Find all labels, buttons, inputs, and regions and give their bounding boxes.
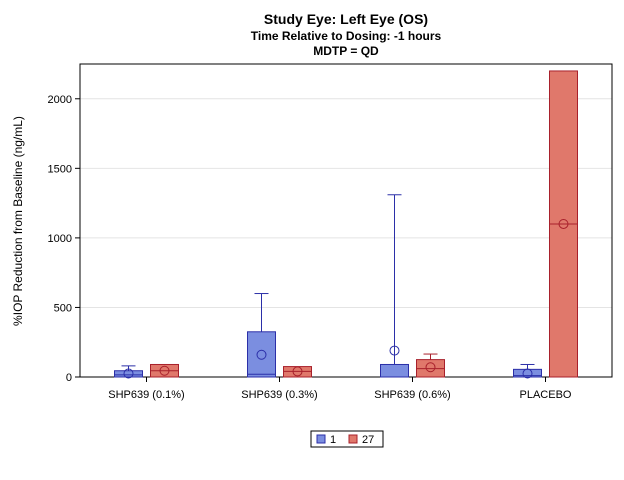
box-1-1 <box>247 293 276 378</box>
y-axis-label: %IOP Reduction from Baseline (ng/mL) <box>11 116 25 326</box>
box-body <box>380 363 409 378</box>
y-axis: 0 500 1000 1500 2000 <box>48 94 80 384</box>
box-27-0 <box>150 363 179 378</box>
mean-marker <box>425 362 436 373</box>
x-tick-label: SHP639 (0.1%) <box>108 389 184 401</box>
box-body <box>114 370 143 378</box>
box-27-1 <box>283 366 312 378</box>
legend-label-27: 27 <box>362 434 374 446</box>
box-27-3 <box>549 70 578 378</box>
chart-subtitle-1: Time Relative to Dosing: -1 hours <box>251 29 442 43</box>
legend-swatch-1 <box>316 434 326 444</box>
chart-title: Study Eye: Left Eye (OS) <box>264 11 428 27</box>
box-1-2 <box>380 194 409 378</box>
mean-marker <box>159 365 170 376</box>
x-tick-label: SHP639 (0.6%) <box>374 389 450 401</box>
legend-label-1: 1 <box>330 434 336 446</box>
x-axis: SHP639 (0.1%) SHP639 (0.3%) SHP639 (0.6%) P… <box>108 377 572 401</box>
box-1-0 <box>114 365 143 379</box>
box-27-2 <box>416 353 445 378</box>
mean-marker <box>256 349 267 360</box>
x-tick-label: SHP639 (0.3%) <box>241 389 317 401</box>
plot-area <box>79 63 613 379</box>
mean-marker <box>558 218 569 229</box>
mean-marker <box>522 368 533 379</box>
mean-marker <box>123 368 134 379</box>
y-tick-label: 2000 <box>48 94 72 106</box>
gridlines <box>80 98 612 378</box>
mean-marker <box>389 345 400 356</box>
y-tick-label: 0 <box>66 372 72 384</box>
legend: 1 27 <box>310 430 384 448</box>
x-tick-label: PLACEBO <box>520 389 572 401</box>
legend-frame <box>310 430 384 448</box>
chart-subtitle-2: MDTP = QD <box>313 44 379 58</box>
plot-frame <box>79 63 613 378</box>
y-tick-label: 1000 <box>48 233 72 245</box>
y-tick-label: 500 <box>54 302 72 314</box>
box-1-3 <box>513 363 542 379</box>
legend-swatch-27 <box>348 434 358 444</box>
mean-marker <box>292 366 303 377</box>
y-tick-label: 1500 <box>48 163 72 175</box>
box-body <box>247 331 276 378</box>
